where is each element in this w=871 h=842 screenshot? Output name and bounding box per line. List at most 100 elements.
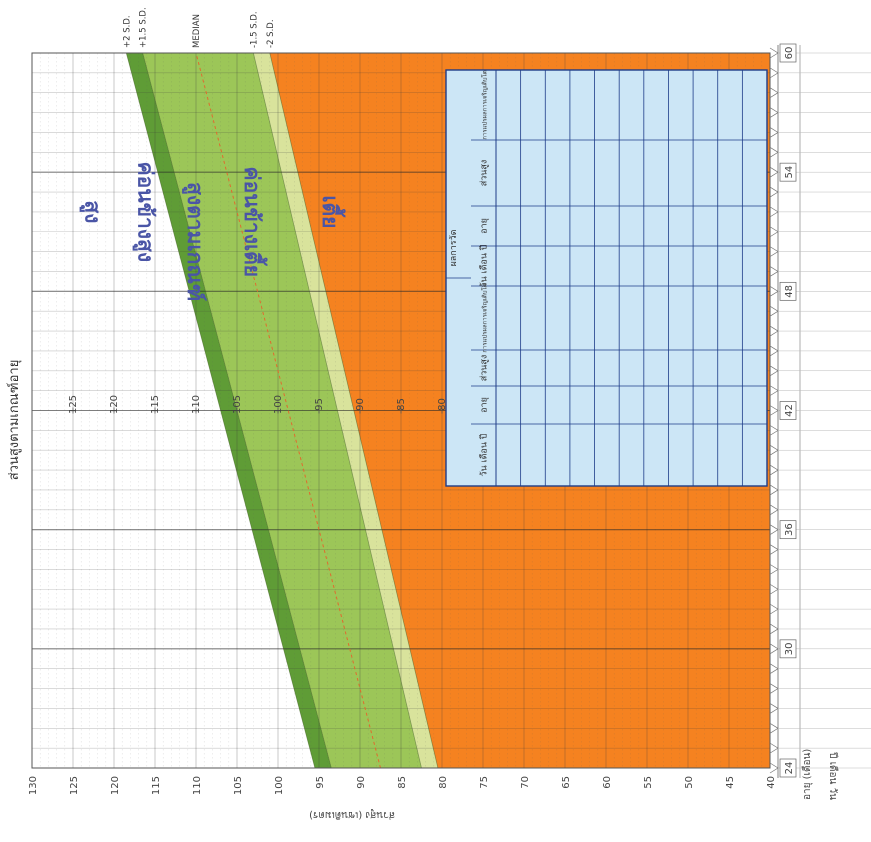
age-marker	[769, 266, 779, 277]
age-marker	[769, 166, 779, 178]
age-marker	[769, 504, 779, 516]
age-marker	[769, 87, 779, 99]
y-tick-label: 75	[479, 776, 490, 789]
age-marker	[769, 722, 779, 734]
x-tick-box	[779, 520, 797, 540]
age-marker	[769, 186, 779, 198]
inner-tick-label: 95	[314, 398, 325, 411]
x-tick-box	[779, 639, 797, 659]
zone-label: สูงตามเกณฑ์	[181, 182, 207, 301]
inner-tick-label: 105	[232, 395, 243, 414]
age-marker	[769, 623, 779, 635]
chart-title: ส่วนสูงตามเกณฑ์อายุ	[6, 360, 22, 481]
x-axis-extra-label: ปี เดือน วัน	[827, 751, 839, 800]
zone-label: ค่อนข้างสูง	[132, 162, 158, 263]
y-tick-label: 65	[561, 776, 572, 789]
table-title: ผลการวัด	[449, 229, 459, 266]
age-marker	[769, 345, 779, 357]
y-tick-label: 125	[69, 776, 80, 795]
y-axis-label: ส่วนสูง (เซนติเมตร)	[309, 809, 395, 820]
age-marker	[769, 246, 779, 257]
table-column-header: การแปรผลการเจริญเติบโต	[481, 70, 489, 139]
age-marker	[769, 703, 779, 714]
age-marker	[769, 127, 779, 138]
y-tick-label: 100	[274, 776, 285, 795]
axis-labels: +2 S.D. +1.5 S.D. MEDIAN -1.5 S.D. -2 S.D. ส่…	[6, 7, 839, 820]
age-marker	[769, 405, 779, 416]
inner-tick-label: 115	[150, 395, 161, 414]
age-marker	[769, 67, 779, 79]
sd-label: +1.5 S.D.	[139, 7, 149, 48]
age-marker	[769, 544, 779, 555]
x-tick-box	[779, 758, 797, 778]
y-tick-label: 70	[520, 776, 531, 789]
inner-tick-label: 85	[396, 398, 407, 411]
age-marker	[769, 643, 779, 655]
age-marker	[769, 325, 779, 337]
y-tick-label: 40	[766, 776, 777, 789]
y-tick-label: 90	[356, 776, 367, 789]
inner-tick-label: 110	[191, 395, 202, 414]
curve--1-5-s-d-	[253, 52, 422, 769]
inner-tick-label: 80	[437, 398, 448, 411]
inner-height-scale: 80 85 90 95 100 105 110 115 120 125	[68, 395, 448, 414]
inner-tick-label: 125	[68, 395, 79, 414]
age-marker	[769, 305, 779, 317]
sd-label: +2 S.D.	[122, 15, 132, 48]
age-marker	[769, 365, 779, 377]
y-tick-label: 120	[110, 776, 121, 795]
y-tick-label: 60	[602, 776, 613, 789]
age-marker	[769, 425, 779, 436]
x-tick-label: 24	[784, 762, 795, 775]
age-marker	[769, 206, 779, 218]
x-tick-label: 60	[784, 47, 795, 60]
age-marker	[769, 583, 779, 595]
table-column-header: ส่วนสูง	[480, 160, 490, 187]
y-tick-label: 50	[684, 776, 695, 789]
age-marker	[769, 663, 779, 674]
age-marker	[769, 564, 779, 575]
x-axis-label: อายุ (เดือน)	[801, 749, 813, 800]
age-marker	[769, 286, 779, 297]
table-column-header: การแปรผลการเจริญเติบโต	[481, 283, 489, 352]
y-tick-label: 85	[397, 776, 408, 789]
y-tick-label: 110	[192, 776, 203, 795]
age-marker	[769, 683, 779, 694]
table-column-header: อายุ	[480, 218, 490, 234]
curve--2-s-d-	[125, 52, 316, 769]
y-tick-label: 95	[315, 776, 326, 789]
zone-label: เตี้ย	[318, 195, 346, 228]
age-marker	[769, 107, 779, 118]
x-tick-label: 48	[784, 285, 795, 298]
table-column-header: วัน เดือน ปี	[479, 244, 490, 287]
table-frame	[445, 69, 768, 487]
results-table: ผลการวัดวัน เดือน ปีอายุส่วนสูงการแปรผลก…	[445, 69, 768, 487]
x-tick-label: 30	[784, 642, 795, 655]
age-marker	[769, 47, 779, 59]
sd-label: MEDIAN	[192, 14, 202, 48]
age-marker	[769, 147, 779, 158]
age-marker	[769, 742, 779, 754]
x-tick-box	[779, 281, 797, 301]
zone-label: ค่อนข้างเตี้ย	[240, 167, 268, 278]
age-marker	[769, 484, 779, 496]
x-tick-box	[779, 43, 797, 63]
plot-frame	[31, 52, 771, 769]
inner-tick-label: 120	[109, 395, 120, 414]
y-tick-label: 45	[725, 776, 736, 789]
age-marker	[769, 603, 779, 615]
axes: 40 45 50 55 60 65 70 75 80 85 90 95 100 105 110 115 120 1…	[28, 43, 871, 795]
y-tick-label: 55	[643, 776, 654, 789]
sd-label: -2 S.D.	[266, 19, 276, 48]
curve--2-s-d-	[269, 52, 439, 769]
age-marker	[769, 385, 779, 396]
age-marker	[769, 762, 779, 774]
sd-label: -1.5 S.D.	[249, 11, 259, 48]
age-marker	[769, 524, 779, 535]
zone-label: สูง	[78, 200, 104, 223]
zone-labels: สูง ค่อนข้างสูง สูงตามเกณฑ์ ค่อนข้างเตี้ย เต…	[78, 162, 346, 302]
age-marker	[769, 226, 779, 238]
age-marker	[769, 444, 779, 456]
inner-tick-label: 100	[273, 395, 284, 414]
